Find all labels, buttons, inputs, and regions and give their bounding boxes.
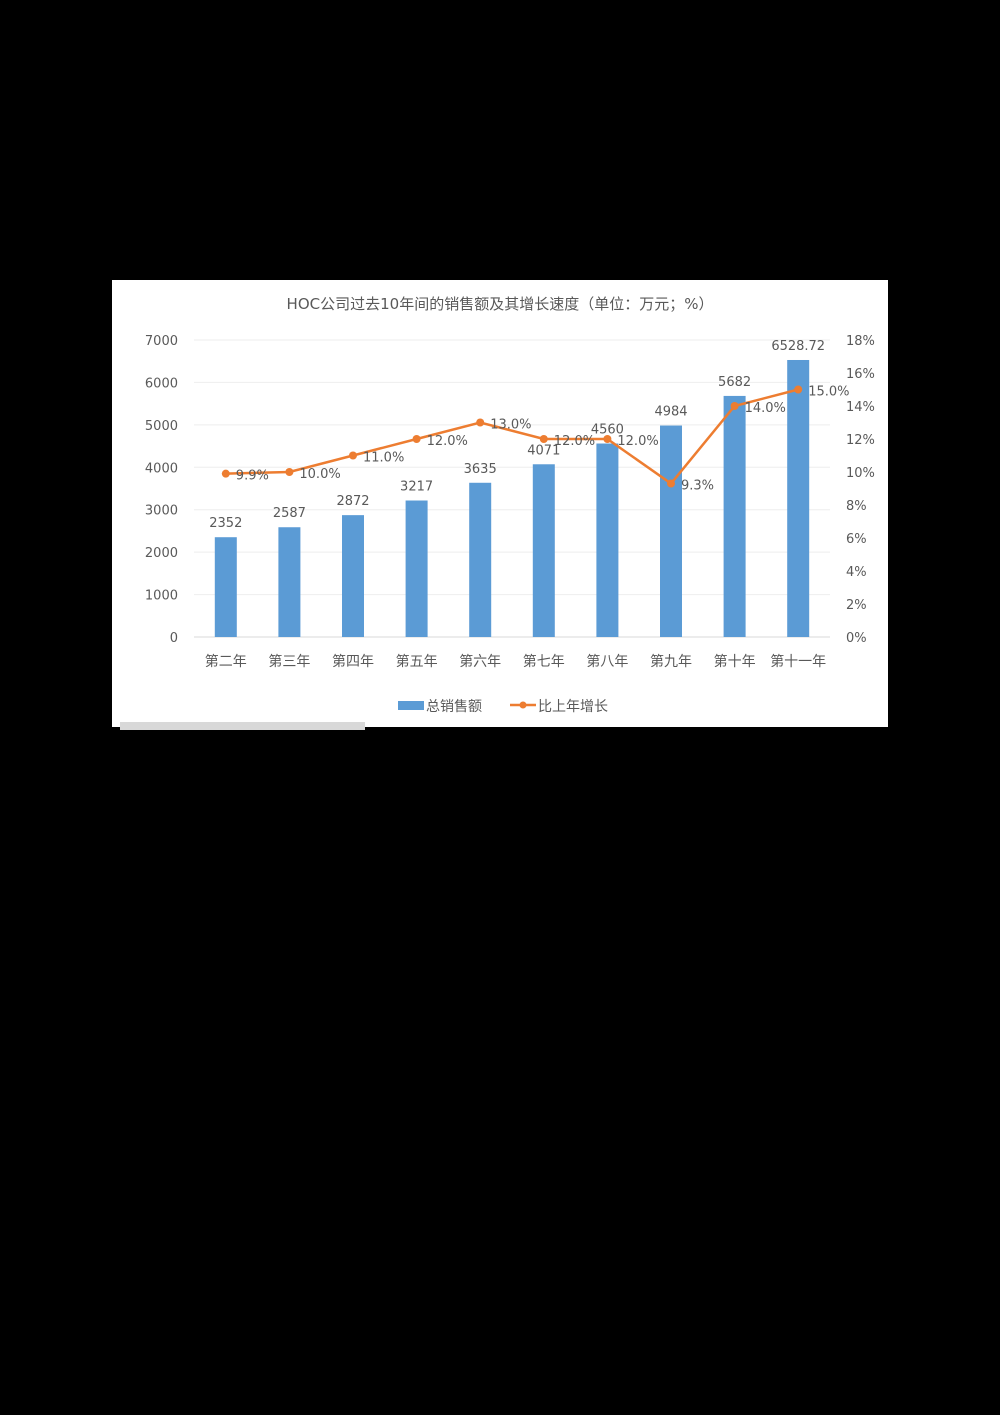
y-right-tick: 12% bbox=[846, 433, 875, 448]
y-right-tick: 0% bbox=[846, 631, 867, 646]
x-tick-label: 第十年 bbox=[714, 653, 756, 670]
bar-label: 2587 bbox=[273, 506, 306, 521]
growth-marker bbox=[285, 468, 294, 476]
bar-total-sales bbox=[596, 443, 619, 637]
growth-marker bbox=[603, 435, 612, 443]
growth-marker bbox=[730, 402, 739, 410]
legend-item-sales: 总销售额 bbox=[426, 699, 482, 715]
bar-total-sales bbox=[278, 527, 301, 637]
growth-marker bbox=[794, 385, 803, 394]
chart-card: HOC公司过去10年间的销售额及其增长速度（单位：万元；%） 0 1000 2000 3… bbox=[112, 280, 888, 727]
y-right-tick: 10% bbox=[846, 466, 875, 481]
x-tick-label: 第五年 bbox=[396, 653, 438, 670]
y-left-tick: 1000 bbox=[145, 589, 178, 604]
bar-label: 6528.72 bbox=[771, 339, 825, 354]
x-tick-label: 第三年 bbox=[268, 653, 310, 670]
y-right-tick: 4% bbox=[846, 565, 867, 580]
growth-marker bbox=[349, 451, 357, 460]
growth-marker bbox=[476, 418, 485, 427]
bar-label: 4071 bbox=[527, 443, 560, 458]
growth-label: 12.0% bbox=[617, 434, 658, 449]
bar-total-sales bbox=[660, 425, 682, 637]
growth-label: 13.0% bbox=[490, 418, 531, 433]
y-left-tick: 5000 bbox=[145, 419, 178, 434]
growth-label: 14.0% bbox=[745, 401, 786, 416]
caption-strip bbox=[120, 722, 365, 730]
growth-marker bbox=[539, 435, 548, 443]
growth-line bbox=[225, 388, 799, 486]
y-right-tick: 2% bbox=[846, 598, 867, 613]
combo-chart: HOC公司过去10年间的销售额及其增长速度（单位：万元；%） 0 1000 2000 3… bbox=[145, 295, 875, 715]
bar-total-sales bbox=[342, 515, 364, 637]
x-tick-label: 第二年 bbox=[205, 653, 247, 670]
y-right-tick: 8% bbox=[846, 499, 867, 514]
bar-total-sales bbox=[469, 482, 492, 637]
chart-title: HOC公司过去10年间的销售额及其增长速度（单位：万元；%） bbox=[287, 295, 714, 313]
growth-marker bbox=[412, 435, 421, 443]
y-left-tick: 7000 bbox=[145, 334, 178, 349]
legend-bar-swatch-icon bbox=[398, 701, 424, 710]
y-left-tick: 3000 bbox=[145, 504, 178, 519]
y-left-tick: 2000 bbox=[145, 546, 178, 561]
growth-label: 9.3% bbox=[681, 479, 714, 494]
bar-label: 3635 bbox=[464, 462, 497, 477]
bar-total-sales bbox=[214, 537, 237, 637]
bar-total-sales bbox=[723, 395, 746, 637]
growth-label: 10.0% bbox=[299, 467, 340, 482]
bar-total-sales bbox=[787, 359, 810, 637]
x-tick-label: 第六年 bbox=[459, 653, 501, 670]
bar-label: 2872 bbox=[336, 494, 369, 509]
y-left-tick: 0 bbox=[170, 631, 178, 646]
bar-label: 5682 bbox=[718, 375, 751, 390]
growth-marker bbox=[221, 469, 230, 478]
x-tick-label: 第九年 bbox=[650, 653, 692, 670]
y-right-tick: 14% bbox=[846, 400, 875, 415]
bar-label: 4560 bbox=[591, 423, 624, 438]
legend-item-growth: 比上年增长 bbox=[538, 699, 608, 715]
growth-label: 15.0% bbox=[808, 385, 849, 400]
x-tick-label: 第四年 bbox=[332, 653, 374, 670]
growth-label: 12.0% bbox=[554, 434, 595, 449]
y-left-tick: 4000 bbox=[145, 461, 178, 476]
growth-label: 9.9% bbox=[236, 469, 269, 484]
y-right-tick: 18% bbox=[846, 334, 875, 349]
growth-label: 12.0% bbox=[427, 434, 468, 449]
growth-marker bbox=[667, 479, 675, 488]
x-tick-label: 第八年 bbox=[586, 653, 628, 670]
bar-total-sales bbox=[532, 464, 555, 637]
x-tick-label: 第十一年 bbox=[770, 653, 826, 670]
bar-label: 4984 bbox=[654, 405, 687, 420]
y-left-tick: 6000 bbox=[145, 376, 178, 391]
growth-label: 11.0% bbox=[363, 451, 404, 466]
y-right-tick: 6% bbox=[846, 532, 867, 547]
y-right-tick: 16% bbox=[846, 367, 875, 382]
bar-label: 3217 bbox=[400, 480, 433, 495]
bar-label: 2352 bbox=[209, 516, 242, 531]
legend-marker-icon bbox=[519, 701, 527, 709]
bar-total-sales bbox=[405, 500, 428, 637]
x-tick-label: 第七年 bbox=[523, 653, 565, 670]
